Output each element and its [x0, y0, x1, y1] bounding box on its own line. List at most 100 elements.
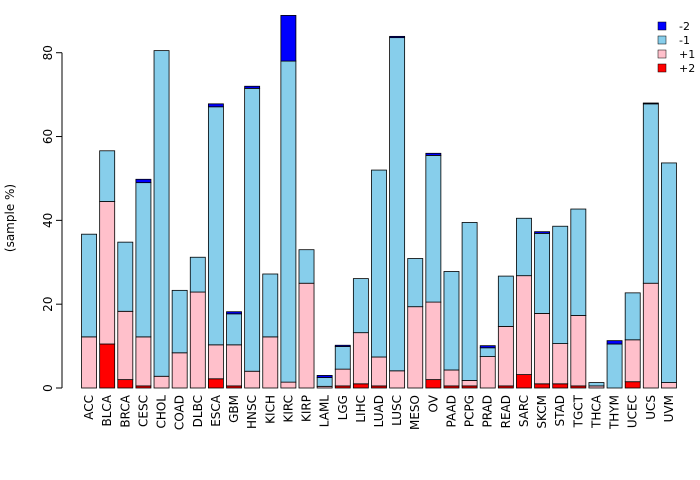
- x-tick-label: UVM: [662, 395, 676, 422]
- bar-UCEC-+1: [624, 339, 641, 383]
- bar-LUAD-+1: [371, 356, 387, 387]
- bar-LUSC-+1: [389, 370, 406, 389]
- bar-OV-+2: [425, 379, 442, 389]
- bar-ACC--1: [81, 233, 97, 338]
- bar-BRCA-+1: [117, 310, 134, 381]
- bar-TGCT-+1: [570, 315, 587, 387]
- bar-STAD-+2: [552, 383, 569, 389]
- legend-label: +1: [679, 48, 695, 61]
- bar-COAD--1: [171, 289, 188, 354]
- bar-HNSC--2: [244, 85, 261, 89]
- x-tick-label: SKCM: [535, 395, 549, 429]
- x-tick-label: KIRP: [300, 395, 314, 422]
- bar-UVM-+1: [661, 382, 677, 389]
- bars-group: [81, 15, 677, 389]
- x-tick-label: LUAD: [372, 395, 386, 427]
- bar-UVM--1: [661, 162, 677, 383]
- bar-PAAD--1: [443, 271, 460, 371]
- bar-BLCA-+1: [99, 201, 116, 345]
- x-tick-label: COAD: [173, 395, 187, 430]
- bar-DLBC-+1: [189, 291, 206, 389]
- legend: -2-1+1+2: [657, 20, 695, 75]
- bar-UCS--1: [642, 103, 659, 284]
- legend-swatch: [657, 49, 667, 59]
- bar-MESO-+1: [407, 306, 424, 389]
- bar-LGG--2: [334, 344, 351, 347]
- bar-STAD--1: [552, 225, 569, 344]
- bar-SKCM--2: [534, 231, 551, 234]
- bar-MESO--1: [407, 258, 424, 308]
- bar-HNSC--1: [244, 87, 261, 372]
- x-tick-label: BRCA: [118, 394, 132, 427]
- y-tick-label: 0: [41, 384, 55, 392]
- x-tick-label: UCS: [644, 395, 658, 420]
- y-tick-label: 40: [41, 213, 55, 228]
- bar-OV-+1: [425, 301, 442, 381]
- x-tick-label: UCEC: [626, 395, 640, 428]
- x-tick-label: CHOL: [155, 395, 169, 429]
- bar-CESC-+1: [135, 336, 152, 387]
- bar-ACC-+1: [81, 336, 97, 389]
- bar-DLBC--1: [189, 256, 206, 293]
- bar-LAML--2: [316, 375, 333, 378]
- bar-COAD-+1: [171, 352, 188, 389]
- bar-LIHC--1: [352, 278, 369, 334]
- bar-PCPG--1: [461, 222, 478, 381]
- bar-CESC--1: [135, 182, 152, 338]
- bar-LUAD--1: [371, 169, 387, 358]
- x-tick-label: THYM: [608, 395, 622, 430]
- x-tick-label: CESC: [136, 395, 150, 427]
- bar-OV--1: [425, 154, 442, 303]
- bar-KIRC-+1: [280, 381, 297, 389]
- bar-SARC-+1: [516, 275, 532, 375]
- bar-CHOL-+1: [153, 375, 170, 389]
- bar-SKCM--1: [534, 232, 551, 314]
- x-tick-label: LUSC: [390, 395, 404, 426]
- bar-GBM--2: [226, 311, 242, 315]
- x-tick-label: ESCA: [209, 394, 223, 427]
- x-tick-label: LAML: [318, 395, 332, 428]
- x-tick-label: HNSC: [245, 395, 259, 429]
- bar-PCPG-+1: [461, 380, 478, 387]
- x-tick-label: PAAD: [444, 395, 458, 427]
- bar-ESCA--1: [207, 106, 224, 346]
- y-tick-label: 60: [41, 129, 55, 144]
- x-tick-label: LGG: [336, 395, 350, 420]
- x-tick-label: TGCT: [571, 394, 585, 428]
- x-tick-label: LIHC: [354, 395, 368, 423]
- bar-KICH--1: [262, 273, 279, 338]
- x-tick-label: KICH: [263, 395, 277, 424]
- x-tick-label: OV: [426, 394, 440, 412]
- legend-label: -2: [679, 20, 690, 33]
- x-tick-label: READ: [499, 395, 513, 428]
- y-axis: 0 20 40 60 80: [41, 45, 63, 392]
- bar-KIRC--1: [280, 60, 297, 383]
- bar-BRCA--1: [117, 241, 134, 312]
- legend-label: -1: [679, 34, 690, 47]
- x-tick-label: THCA: [589, 394, 603, 429]
- bar-UCS--2: [642, 102, 659, 105]
- x-tick-label: PRAD: [481, 395, 495, 428]
- x-tick-label: GBM: [227, 395, 241, 423]
- bar-GBM-+1: [226, 344, 242, 387]
- bar-BRCA-+2: [117, 379, 134, 389]
- bar-SARC--1: [516, 217, 532, 277]
- bar-PRAD--2: [479, 345, 496, 349]
- bar-ESCA-+1: [207, 344, 224, 380]
- bar-OV--2: [425, 152, 442, 156]
- bar-STAD-+1: [552, 343, 569, 385]
- bar-READ--1: [497, 275, 514, 327]
- bar-PRAD--1: [479, 347, 496, 357]
- legend-swatch: [657, 35, 667, 45]
- bar-THYM--1: [606, 343, 623, 389]
- bar-UCEC-+2: [624, 381, 641, 389]
- x-tick-label: MESO: [408, 395, 422, 430]
- y-tick-label: 20: [41, 297, 55, 312]
- x-tick-labels: ACC BLCA BRCA CESC CHOL COAD DLBC ESCA GBM HNSC KI…: [82, 394, 676, 430]
- bar-PRAD-+1: [479, 356, 496, 389]
- bar-UCEC--1: [624, 292, 641, 341]
- x-tick-label: KIRC: [281, 395, 295, 423]
- bar-LGG--1: [334, 346, 351, 370]
- bar-THCA--1: [588, 382, 605, 387]
- bar-ESCA--2: [207, 103, 224, 108]
